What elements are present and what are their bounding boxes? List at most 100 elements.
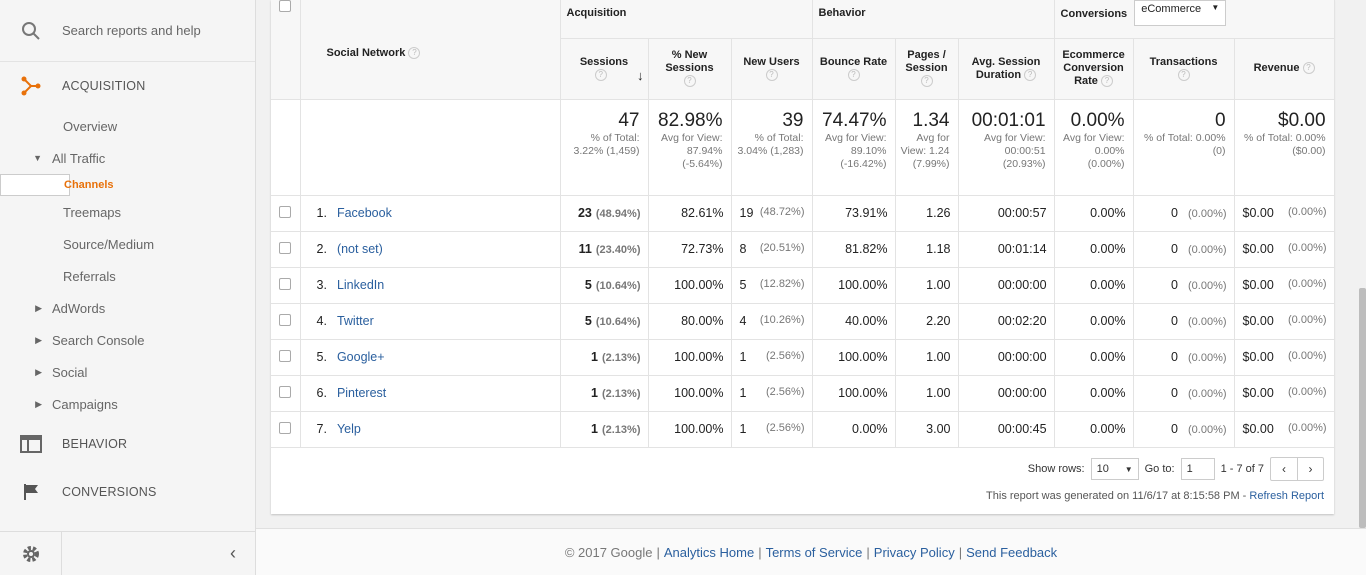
dimension-header[interactable]: Social Network ?: [300, 0, 561, 100]
help-icon[interactable]: ?: [594, 68, 607, 81]
collapse-chevron-icon[interactable]: ‹: [230, 543, 236, 563]
sidebar-item-label: Channels: [64, 179, 114, 191]
col-pages-session[interactable]: Pages / Session?: [895, 38, 959, 100]
scrollbar[interactable]: [1359, 288, 1366, 528]
row-index: 5.: [316, 350, 327, 364]
row-duration: 00:00:00: [958, 267, 1055, 304]
total-sub: % of Total: 0.00% ($0.00): [1244, 131, 1326, 157]
cell-value: 1: [739, 386, 747, 400]
cell-value: 4: [739, 314, 747, 328]
row-checkbox[interactable]: [279, 241, 292, 254]
row-ecr: 0.00%: [1054, 267, 1134, 304]
help-icon[interactable]: ?: [1024, 68, 1037, 81]
sidebar-item-search-console[interactable]: ▶ Search Console: [0, 324, 255, 356]
help-icon[interactable]: ?: [683, 75, 696, 88]
row-pages: 1.26: [895, 195, 959, 232]
show-rows-select[interactable]: 10 ▼: [1090, 458, 1139, 480]
col-transactions[interactable]: Transactions?: [1133, 38, 1235, 100]
row-link[interactable]: Facebook: [336, 206, 392, 220]
row-link[interactable]: Pinterest: [336, 386, 387, 400]
col-pages-session-label: Pages / Session: [905, 49, 948, 74]
analytics-home-link[interactable]: Analytics Home: [663, 544, 755, 560]
row-checkbox[interactable]: [279, 421, 292, 434]
row-sessions: 1 (2.13%): [560, 411, 649, 448]
sidebar-item-source-medium[interactable]: Source/Medium: [0, 228, 255, 260]
refresh-report-link[interactable]: Refresh Report: [1249, 490, 1324, 502]
row-checkbox[interactable]: [279, 205, 292, 218]
caret-right-icon: ▶: [35, 334, 42, 345]
group-behavior: Behavior: [812, 0, 1055, 39]
sidebar-item-treemaps[interactable]: Treemaps: [0, 196, 255, 228]
row-link[interactable]: (not set): [336, 242, 383, 256]
sidebar-item-adwords[interactable]: ▶ AdWords: [0, 292, 255, 324]
select-all-cell: [271, 0, 301, 100]
row-link[interactable]: LinkedIn: [336, 278, 385, 292]
row-revenue: $0.00 (0.00%): [1234, 339, 1335, 376]
help-icon[interactable]: ?: [1177, 68, 1190, 81]
col-new-sessions[interactable]: % New Sessions?: [648, 38, 732, 100]
feedback-link[interactable]: Send Feedback: [966, 544, 1058, 560]
col-sessions[interactable]: Sessions? ↓: [560, 38, 649, 100]
row-link[interactable]: Twitter: [336, 314, 374, 328]
sidebar-item-channels[interactable]: Channels: [0, 174, 114, 196]
table-row: 6. Pinterest 1 (2.13%) 100.00% 1 (2.56%) 100.00…: [271, 375, 1335, 412]
cell-value: $0.00: [1242, 242, 1274, 256]
col-revenue[interactable]: Revenue ?: [1234, 38, 1335, 100]
cell-value: 0: [1171, 242, 1178, 256]
search-placeholder[interactable]: Search reports and help: [62, 23, 201, 38]
sidebar-item-overview[interactable]: Overview: [0, 110, 255, 142]
sort-desc-icon[interactable]: ↓: [637, 67, 644, 83]
row-checkbox[interactable]: [279, 385, 292, 398]
col-avg-duration[interactable]: Avg. Session Duration ?: [958, 38, 1055, 100]
sidebar-item-social[interactable]: ▶ Social: [0, 356, 255, 388]
col-new-users[interactable]: New Users?: [731, 38, 813, 100]
goto-input[interactable]: 1: [1180, 458, 1215, 480]
row-new-users: 5 (12.82%): [731, 267, 813, 304]
table-row: 3. LinkedIn 5 (10.64%) 100.00% 5 (12.82%) 100.0…: [271, 267, 1335, 304]
section-behavior[interactable]: BEHAVIOR: [0, 420, 255, 468]
search-bar[interactable]: Search reports and help: [0, 0, 255, 62]
cell-pct: (48.94%): [595, 208, 641, 220]
cell-pct: (2.56%): [765, 386, 805, 398]
col-ecr[interactable]: Ecommerce Conversion Rate ?: [1054, 38, 1134, 100]
row-link[interactable]: Google+: [336, 350, 385, 364]
conversions-select[interactable]: eCommerce ▼: [1134, 0, 1227, 26]
next-page-icon[interactable]: ›: [1297, 458, 1323, 480]
help-icon[interactable]: ?: [920, 75, 933, 88]
row-checkbox-cell: [271, 267, 301, 304]
table-row: 4. Twitter 5 (10.64%) 80.00% 4 (10.26%) 40.00% 2…: [271, 303, 1335, 340]
help-icon[interactable]: ?: [1100, 75, 1113, 88]
help-icon[interactable]: ?: [765, 68, 778, 81]
select-all-checkbox[interactable]: [279, 0, 292, 12]
prev-page-icon[interactable]: ‹: [1282, 462, 1286, 476]
col-bounce-rate[interactable]: Bounce Rate?: [812, 38, 896, 100]
row-ecr: 0.00%: [1054, 303, 1134, 340]
total-new-sessions: 82.98% Avg for View: 87.94% (-5.64%): [648, 99, 732, 196]
row-bounce: 73.91%: [812, 195, 896, 232]
help-icon[interactable]: ?: [408, 46, 421, 59]
sidebar-item-label: Campaigns: [52, 396, 118, 412]
sidebar-item-all-traffic[interactable]: ▼ All Traffic: [0, 142, 255, 174]
row-checkbox[interactable]: [279, 277, 292, 290]
col-new-users-label: New Users: [743, 55, 800, 68]
section-conversions[interactable]: CONVERSIONS: [0, 468, 255, 516]
report-table-card: Social Network ? Acquisition Behavior Co…: [271, 0, 1335, 514]
gear-icon[interactable]: [0, 532, 62, 575]
row-new-users: 4 (10.26%): [731, 303, 813, 340]
cell-value: 1: [591, 386, 598, 400]
total-ecr: 0.00% Avg for View: 0.00% (0.00%): [1054, 99, 1134, 196]
privacy-link[interactable]: Privacy Policy: [873, 544, 955, 560]
cell-pct: (2.13%): [601, 424, 641, 436]
row-link[interactable]: Yelp: [336, 422, 361, 436]
sidebar-item-campaigns[interactable]: ▶ Campaigns: [0, 388, 255, 420]
help-icon[interactable]: ?: [1302, 62, 1315, 75]
row-checkbox[interactable]: [279, 313, 292, 326]
total-value: 47: [618, 109, 640, 131]
row-checkbox[interactable]: [279, 349, 292, 362]
cell-pct: (0.00%): [1188, 352, 1227, 364]
section-acquisition[interactable]: ACQUISITION: [0, 62, 255, 110]
search-icon[interactable]: [0, 21, 62, 41]
help-icon[interactable]: ?: [847, 68, 860, 81]
sidebar-item-referrals[interactable]: Referrals: [0, 260, 255, 292]
terms-link[interactable]: Terms of Service: [765, 544, 863, 560]
